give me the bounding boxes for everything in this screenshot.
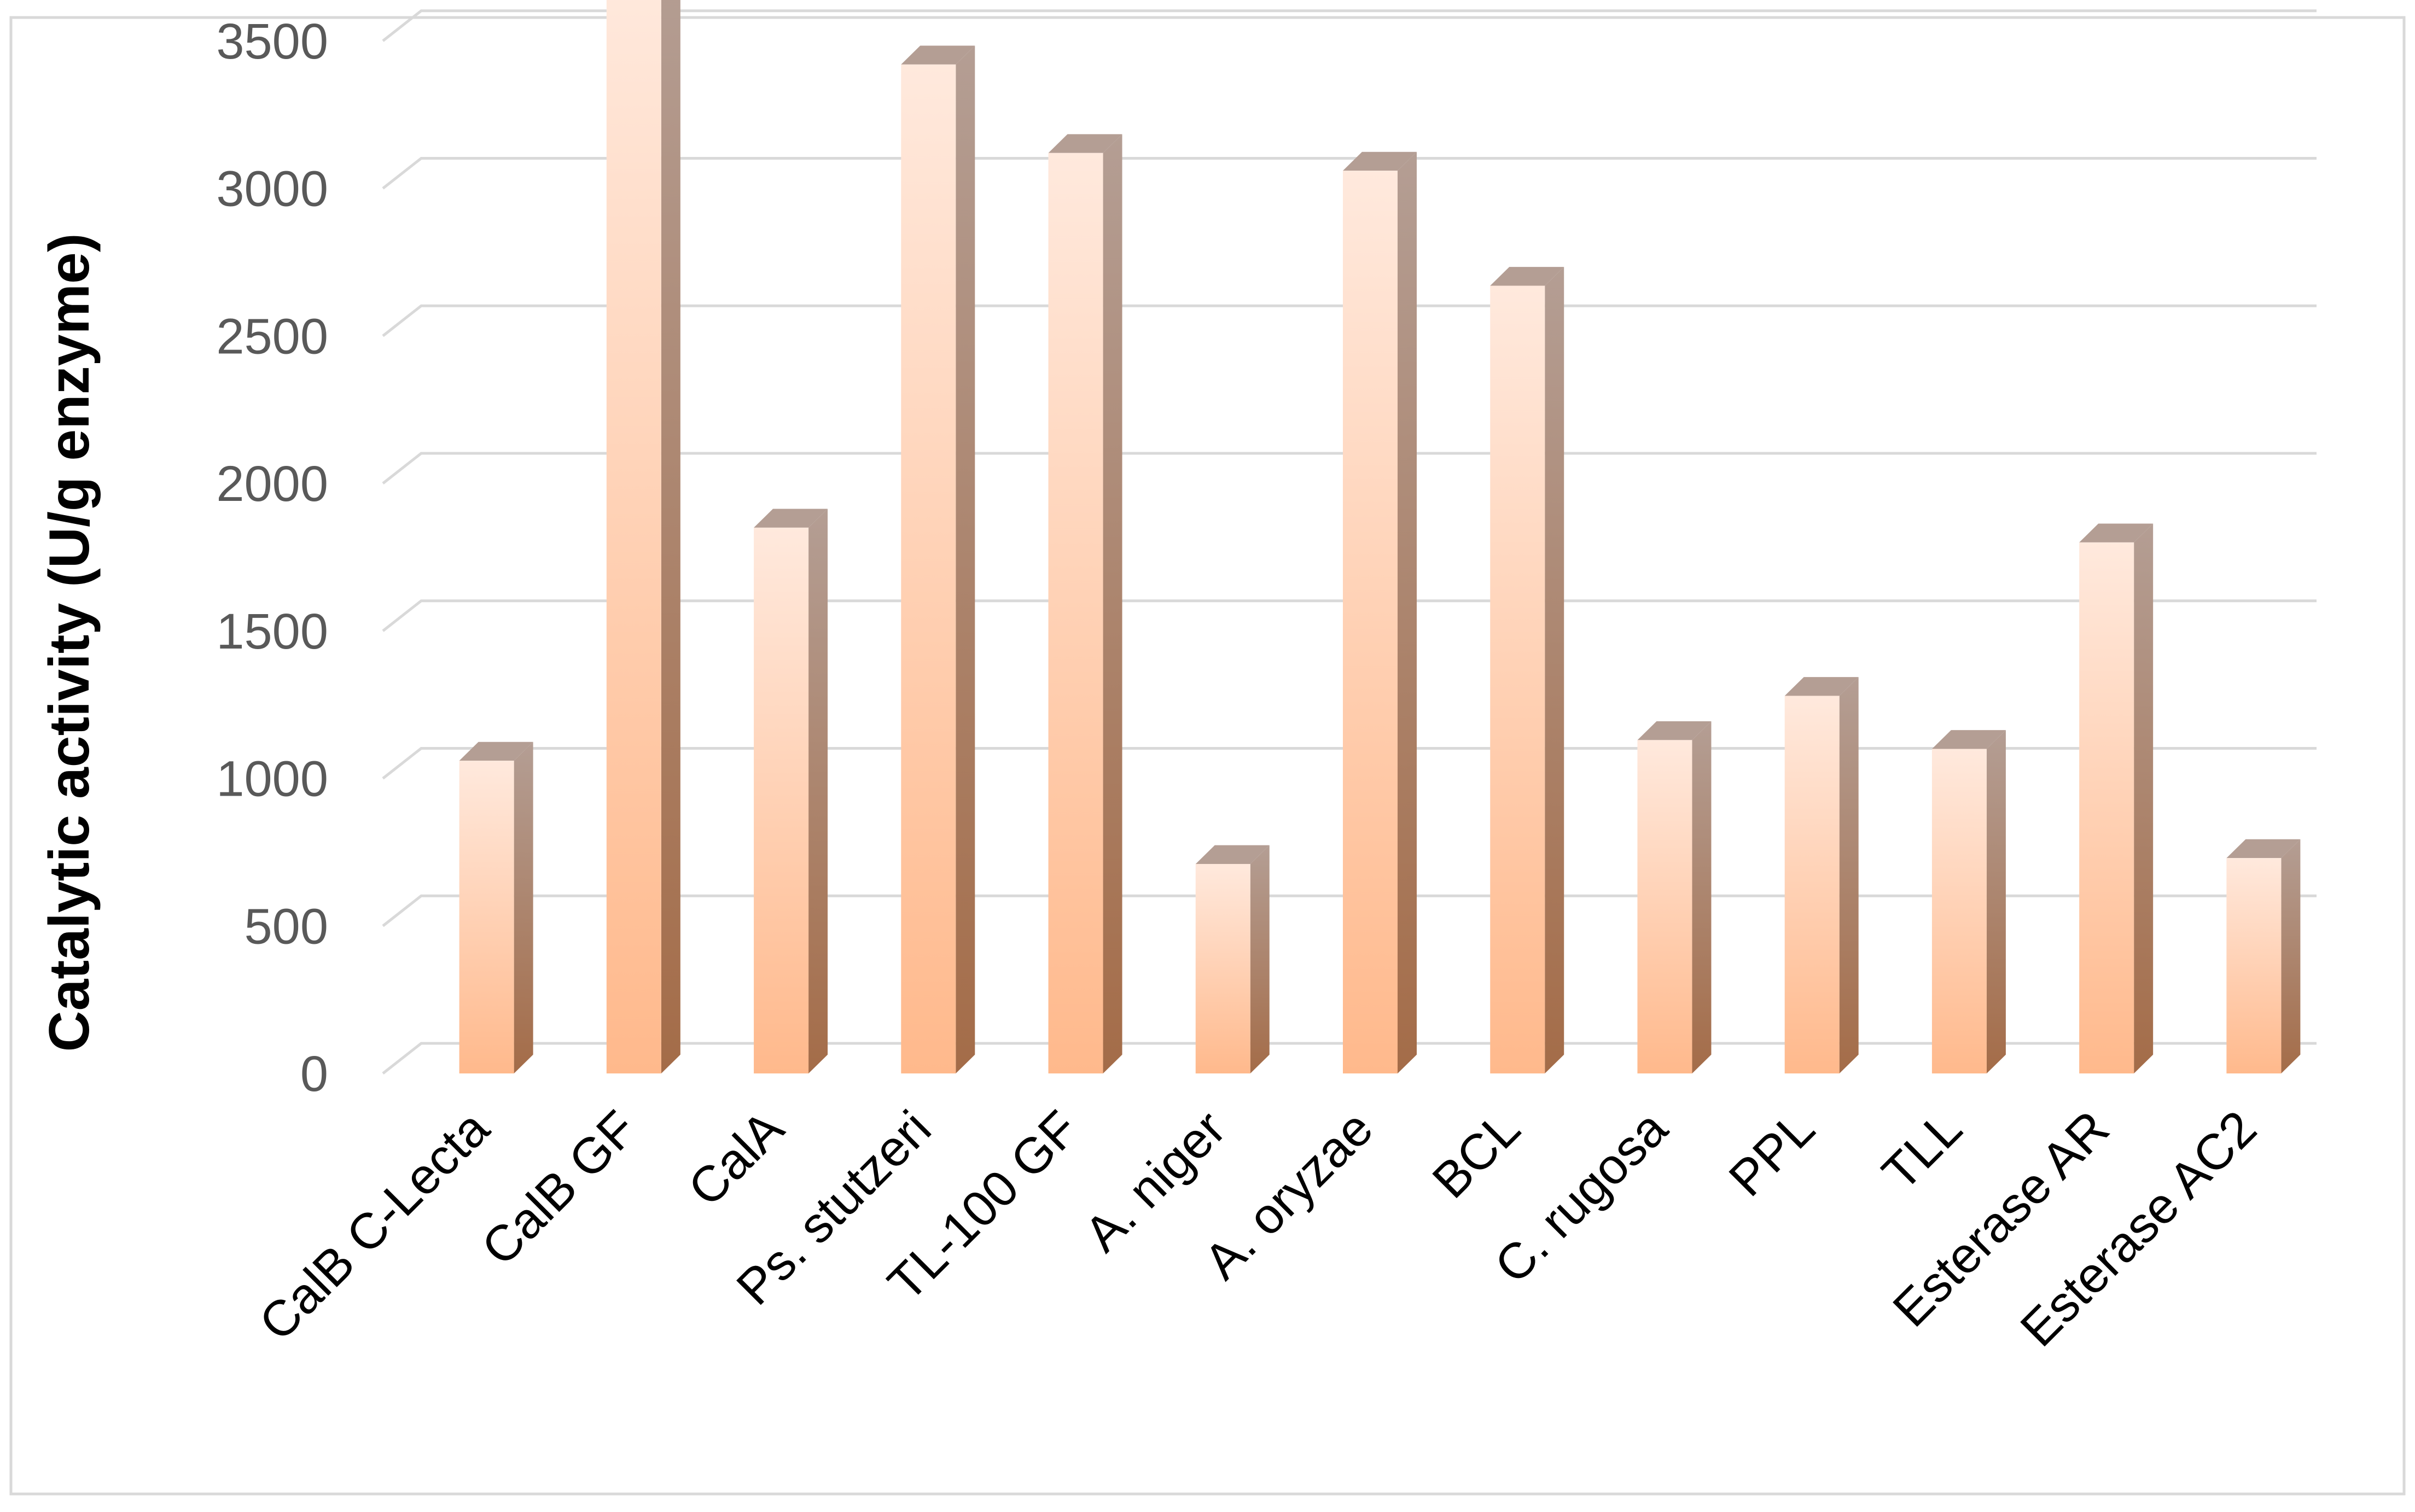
bar-front — [1048, 153, 1103, 1073]
gridline — [382, 157, 2317, 190]
bar-front — [2226, 858, 2282, 1073]
bar-side — [1250, 845, 1270, 1073]
bar-front — [459, 761, 514, 1073]
bar-front — [1343, 171, 1398, 1073]
bar-side — [1103, 134, 1122, 1073]
bar — [754, 509, 828, 1073]
y-tick-label: 1000 — [216, 751, 328, 807]
bar-front — [1490, 285, 1545, 1074]
bar-side — [808, 509, 828, 1073]
y-tick-label: 0 — [300, 1046, 328, 1102]
bar-front — [1931, 749, 1987, 1073]
bar-top — [1048, 134, 1122, 153]
gridline — [382, 452, 2317, 484]
bar — [1490, 267, 1564, 1074]
bar-top — [1637, 721, 1712, 740]
bar-top — [1490, 267, 1564, 286]
gridline — [382, 599, 2317, 632]
y-axis-title: Catalytic activity (U/g enzyme) — [38, 233, 101, 1052]
bar-top — [2226, 839, 2301, 859]
bar-front — [2079, 542, 2134, 1073]
bar-front — [754, 527, 809, 1073]
y-tick-label: 3500 — [216, 14, 328, 69]
bar-top — [1195, 845, 1270, 864]
bar — [1195, 845, 1270, 1073]
y-tick-label: 500 — [245, 898, 329, 954]
bar-front — [1195, 863, 1250, 1073]
bar-top — [1931, 730, 2006, 749]
bar — [2079, 523, 2154, 1073]
chart-frame — [9, 16, 2406, 1496]
bar-top — [1343, 151, 1417, 171]
gridline — [382, 9, 2317, 42]
bar-side — [2134, 523, 2154, 1073]
bar-side — [514, 742, 533, 1073]
gridline — [382, 304, 2317, 337]
bar-top — [901, 45, 975, 65]
bar — [1784, 677, 1859, 1073]
bar — [1931, 730, 2006, 1073]
y-tick-label: 1500 — [216, 604, 328, 659]
gridlines — [382, 9, 2317, 1075]
bar-side — [1398, 151, 1417, 1073]
bar-front — [1637, 740, 1692, 1073]
bar-top — [2079, 523, 2154, 542]
bar-front — [1784, 696, 1840, 1073]
bar — [1637, 721, 1712, 1073]
y-tick-label: 2500 — [216, 308, 328, 364]
bar-front — [606, 0, 661, 1074]
bar — [459, 742, 533, 1073]
bar-side — [661, 0, 680, 1073]
bar-top — [1784, 677, 1859, 696]
bar — [606, 0, 680, 1074]
bar-side — [1545, 267, 1564, 1073]
bar — [1343, 151, 1417, 1073]
bar — [901, 45, 975, 1073]
bar-front — [901, 64, 956, 1073]
y-axis-ticks: 05001000150020002500300035004000 — [216, 14, 329, 1102]
bar — [2226, 839, 2301, 1073]
bar-side — [1986, 730, 2006, 1073]
bar-side — [1692, 721, 1712, 1073]
bar — [1048, 134, 1122, 1073]
y-tick-label: 3000 — [216, 161, 328, 217]
bar-side — [956, 45, 975, 1073]
bar-top — [459, 742, 533, 761]
bar-side — [1839, 677, 1859, 1073]
bar-side — [2281, 839, 2301, 1073]
bar-top — [754, 509, 828, 528]
bars — [459, 0, 2301, 1074]
y-tick-label: 2000 — [216, 456, 328, 512]
